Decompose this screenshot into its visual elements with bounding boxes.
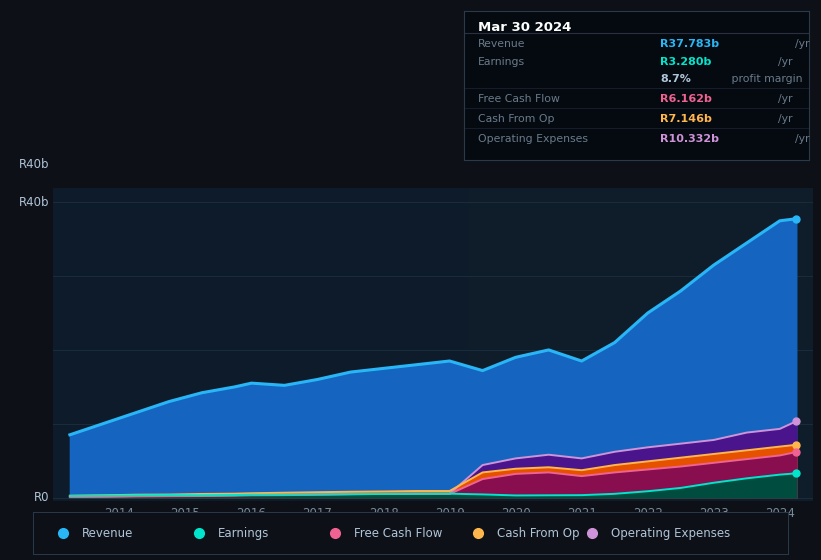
Text: R10.332b: R10.332b xyxy=(660,134,719,144)
Bar xyxy=(470,188,813,501)
Text: Earnings: Earnings xyxy=(218,527,269,540)
Text: Revenue: Revenue xyxy=(82,527,133,540)
Text: R37.783b: R37.783b xyxy=(660,39,719,49)
Text: Operating Expenses: Operating Expenses xyxy=(478,134,588,144)
Text: /yr: /yr xyxy=(795,39,809,49)
Text: R7.146b: R7.146b xyxy=(660,114,713,124)
Text: R3.280b: R3.280b xyxy=(660,57,712,67)
Text: R40b: R40b xyxy=(19,158,49,171)
Text: Free Cash Flow: Free Cash Flow xyxy=(478,94,560,104)
Text: 8.7%: 8.7% xyxy=(660,74,691,84)
Text: Earnings: Earnings xyxy=(478,57,525,67)
Text: Mar 30 2024: Mar 30 2024 xyxy=(478,21,571,34)
Text: profit margin: profit margin xyxy=(728,74,803,84)
Text: Revenue: Revenue xyxy=(478,39,525,49)
Text: /yr: /yr xyxy=(778,57,792,67)
Text: Cash From Op: Cash From Op xyxy=(498,527,580,540)
Text: /yr: /yr xyxy=(795,134,809,144)
Text: /yr: /yr xyxy=(778,94,792,104)
Text: Cash From Op: Cash From Op xyxy=(478,114,554,124)
Text: Free Cash Flow: Free Cash Flow xyxy=(354,527,443,540)
Text: R40b: R40b xyxy=(19,196,49,209)
Text: Operating Expenses: Operating Expenses xyxy=(611,527,730,540)
Text: /yr: /yr xyxy=(778,114,792,124)
Text: R0: R0 xyxy=(34,491,49,504)
Text: R6.162b: R6.162b xyxy=(660,94,713,104)
